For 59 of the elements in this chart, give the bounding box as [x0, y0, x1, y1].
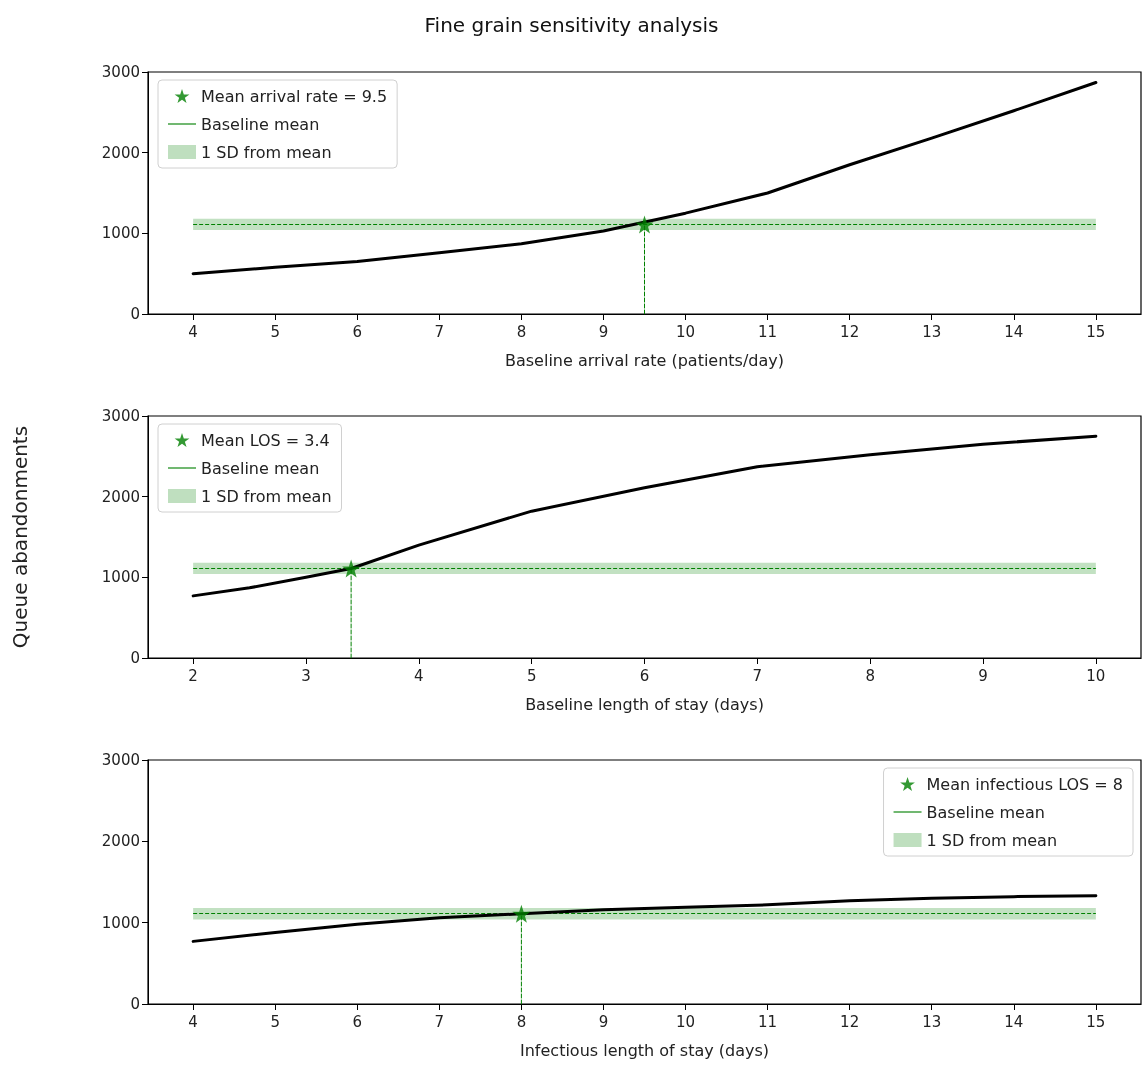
x-tick-label: 8 [516, 322, 527, 341]
x-tick-label: 11 [758, 322, 778, 341]
y-tick-label: 3000 [101, 63, 140, 81]
y-tick-label: 0 [130, 995, 140, 1013]
legend-label: 1 SD from mean [201, 142, 332, 162]
x-tick-label: 4 [414, 666, 424, 685]
legend-label: Mean LOS = 3.4 [201, 430, 330, 450]
x-axis-title: Baseline length of stay (days) [525, 694, 764, 714]
legend-label: Mean arrival rate = 9.5 [201, 86, 388, 106]
x-tick-label: 4 [188, 322, 198, 341]
y-tick-label: 0 [130, 649, 140, 667]
y-tick-label: 1000 [101, 568, 140, 587]
legend-label: Baseline mean [926, 802, 1045, 822]
x-tick-label: 12 [840, 1012, 860, 1031]
x-axis-title: Infectious length of stay (days) [519, 1040, 770, 1060]
x-tick-label: 9 [598, 1012, 609, 1031]
legend-label: 1 SD from mean [201, 486, 332, 506]
y-tick-label: 2000 [101, 487, 140, 506]
y-tick-label: 1000 [101, 224, 140, 243]
x-tick-label: 5 [270, 322, 280, 341]
y-axis-title: Queue abandonments [8, 425, 32, 649]
y-tick-label: 3000 [101, 751, 140, 769]
x-tick-label: 7 [434, 1012, 445, 1031]
chart-title: Fine grain sensitivity analysis [424, 13, 719, 37]
x-tick-label: 8 [516, 1012, 527, 1031]
x-tick-label: 9 [598, 322, 609, 341]
x-tick-label: 11 [758, 1012, 778, 1031]
x-tick-label: 6 [639, 666, 650, 685]
y-tick-label: 2000 [101, 832, 140, 851]
legend-label: Mean infectious LOS = 8 [926, 774, 1124, 794]
x-tick-label: 5 [526, 666, 537, 685]
x-tick-label: 10 [1086, 666, 1106, 685]
y-tick-label: 2000 [101, 143, 140, 162]
x-tick-label: 13 [922, 322, 942, 341]
x-tick-label: 15 [1086, 322, 1106, 341]
x-tick-label: 2 [188, 666, 198, 685]
x-tick-label: 12 [840, 322, 860, 341]
x-axis-title: Baseline arrival rate (patients/day) [504, 350, 785, 370]
x-tick-label: 4 [188, 1012, 198, 1031]
x-tick-label: 9 [978, 666, 988, 685]
y-tick-label: 1000 [101, 913, 140, 932]
x-tick-label: 5 [270, 1012, 280, 1031]
x-tick-label: 13 [922, 1012, 942, 1031]
x-tick-label: 15 [1086, 1012, 1106, 1031]
x-tick-label: 8 [865, 666, 875, 685]
x-tick-label: 3 [301, 666, 311, 685]
x-tick-label: 10 [675, 1012, 696, 1031]
x-tick-label: 14 [1004, 322, 1024, 341]
x-tick-label: 7 [752, 666, 763, 685]
x-tick-label: 7 [434, 322, 445, 341]
legend-label: 1 SD from mean [926, 830, 1058, 850]
y-tick-label: 0 [130, 305, 140, 323]
x-tick-label: 6 [352, 1012, 363, 1031]
legend-label: Baseline mean [201, 114, 320, 134]
x-tick-label: 6 [352, 322, 363, 341]
x-tick-label: 10 [675, 322, 696, 341]
y-tick-label: 3000 [101, 407, 140, 425]
x-tick-label: 14 [1004, 1012, 1024, 1031]
legend-label: Baseline mean [201, 458, 320, 478]
